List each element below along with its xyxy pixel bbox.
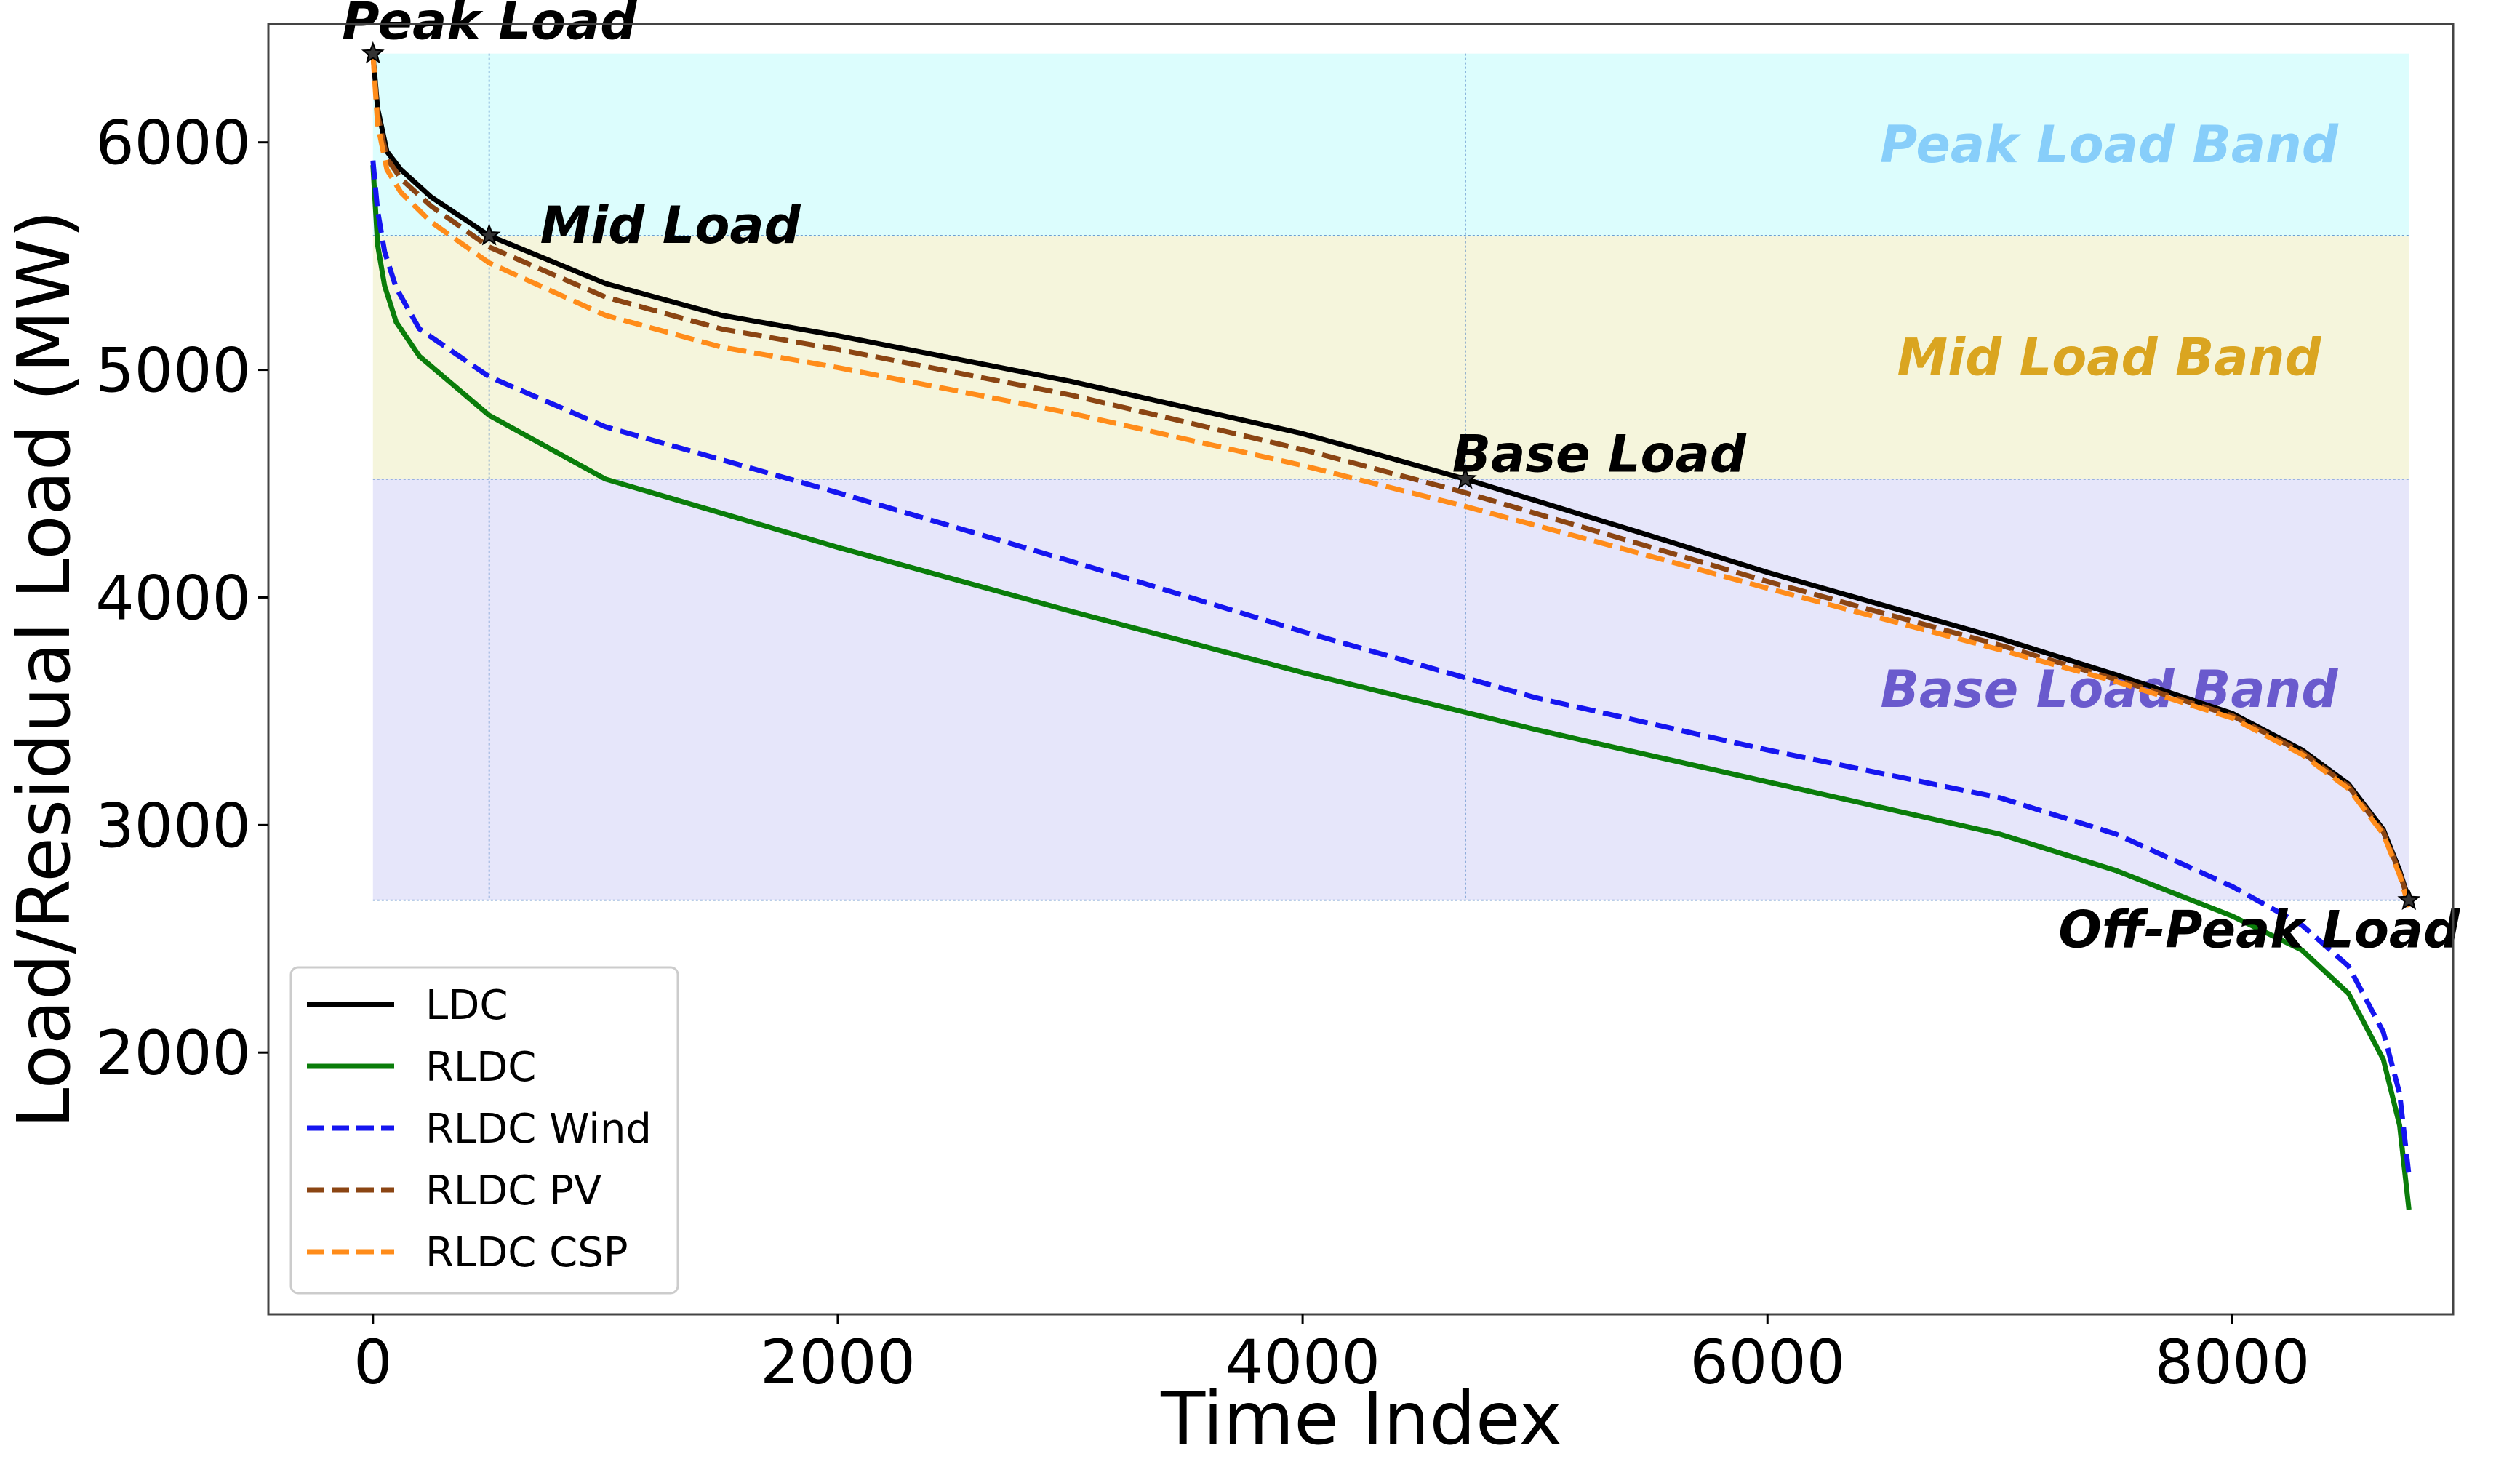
star-marker-3: [2397, 887, 2421, 911]
band-label-0: Peak Load Band: [1880, 115, 2339, 175]
y-tick-label-3: 5000: [95, 335, 251, 407]
annotation-3: Off-Peak Load: [2058, 900, 2460, 960]
x-tick-label-1: 2000: [760, 1327, 916, 1398]
x-tick-label-2: 4000: [1225, 1327, 1380, 1398]
series-line-rldc-csp: [370, 53, 2412, 908]
series-lines: [370, 53, 2412, 1210]
annotation-2: Base Load: [1452, 425, 1747, 484]
x-tick-label-3: 6000: [1689, 1327, 1845, 1398]
band-0: [372, 53, 2409, 236]
annotation-0: Peak Load: [342, 0, 637, 52]
star-marker-0: [361, 41, 385, 64]
load-bands: Peak Load Band Mid Load Band Base Load Ban…: [372, 53, 2409, 900]
series-line-rldc: [370, 164, 2412, 1210]
band-2: [372, 479, 2409, 900]
annotation-1: Mid Load: [540, 196, 801, 255]
star-markers: [361, 41, 2421, 911]
y-tick-label-0: 2000: [95, 1018, 251, 1089]
series-line-rldc-wind: [370, 160, 2412, 1176]
y-axis-title: Load/Residual Load (MW): [1, 210, 87, 1129]
star-marker-1: [477, 223, 501, 246]
legend-box: [289, 966, 679, 1295]
reference-lines: [372, 53, 2409, 901]
legend-label-1: RLDC: [425, 1044, 536, 1091]
band-label-1: Mid Load Band: [1897, 327, 2321, 387]
legend-label-0: LDC: [425, 982, 508, 1029]
band-label-2: Base Load Band: [1880, 660, 2338, 719]
star-marker-2: [1453, 466, 1477, 489]
legend: LDC RLDC RLDC Wind RLDC PV RLDC CSP: [289, 966, 679, 1295]
plot-frame: [267, 23, 2455, 1316]
y-tick-label-2: 4000: [95, 562, 251, 633]
y-tick-label-1: 3000: [95, 790, 251, 861]
axis-ticks: 0 2000 4000 6000 8000 2000 3000 4000 5000 6000: [95, 108, 2310, 1398]
legend-label-2: RLDC Wind: [425, 1106, 652, 1153]
x-tick-label-0: 0: [353, 1327, 392, 1398]
x-axis-title: Time Index: [1160, 1376, 1562, 1461]
annotations: Peak Load Mid Load Base Load Off-Peak Load: [342, 0, 2460, 960]
legend-label-3: RLDC PV: [425, 1167, 601, 1215]
band-1: [372, 235, 2409, 479]
legend-label-4: RLDC CSP: [425, 1229, 628, 1276]
y-tick-label-4: 6000: [95, 108, 251, 179]
x-tick-label-4: 8000: [2155, 1327, 2311, 1398]
